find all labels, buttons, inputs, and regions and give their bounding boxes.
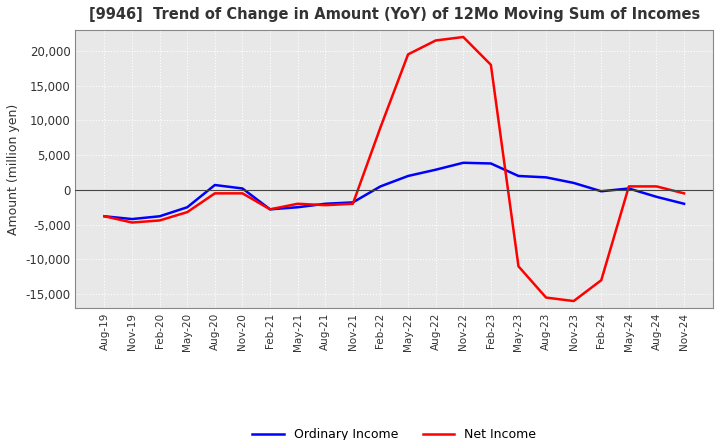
Net Income [680, 191, 688, 196]
Net Income [459, 34, 467, 40]
Net Income [514, 264, 523, 269]
Net Income [431, 38, 440, 43]
Net Income [624, 184, 633, 189]
Ordinary Income [210, 182, 219, 187]
Net Income [376, 125, 384, 130]
Net Income [238, 191, 247, 196]
Ordinary Income [404, 173, 413, 179]
Ordinary Income [293, 205, 302, 210]
Net Income [266, 207, 274, 212]
Line: Net Income: Net Income [104, 37, 684, 301]
Title: [9946]  Trend of Change in Amount (YoY) of 12Mo Moving Sum of Incomes: [9946] Trend of Change in Amount (YoY) o… [89, 7, 700, 22]
Ordinary Income [238, 186, 247, 191]
Net Income [570, 298, 578, 304]
Ordinary Income [487, 161, 495, 166]
Ordinary Income [624, 186, 633, 191]
Ordinary Income [570, 180, 578, 186]
Net Income [127, 220, 136, 225]
Ordinary Income [321, 201, 330, 206]
Ordinary Income [348, 200, 357, 205]
Ordinary Income [127, 216, 136, 222]
Net Income [348, 201, 357, 206]
Y-axis label: Amount (million yen): Amount (million yen) [7, 103, 20, 235]
Ordinary Income [680, 201, 688, 206]
Net Income [321, 202, 330, 208]
Legend: Ordinary Income, Net Income: Ordinary Income, Net Income [248, 423, 541, 440]
Net Income [404, 52, 413, 57]
Ordinary Income [100, 214, 109, 219]
Ordinary Income [376, 184, 384, 189]
Net Income [100, 214, 109, 219]
Ordinary Income [541, 175, 550, 180]
Ordinary Income [459, 160, 467, 165]
Net Income [293, 201, 302, 206]
Net Income [183, 209, 192, 215]
Net Income [210, 191, 219, 196]
Ordinary Income [156, 214, 164, 219]
Ordinary Income [266, 207, 274, 212]
Ordinary Income [514, 173, 523, 179]
Ordinary Income [183, 205, 192, 210]
Net Income [597, 278, 606, 283]
Net Income [541, 295, 550, 300]
Line: Ordinary Income: Ordinary Income [104, 163, 684, 219]
Net Income [652, 184, 661, 189]
Net Income [156, 218, 164, 223]
Ordinary Income [597, 189, 606, 194]
Ordinary Income [652, 194, 661, 199]
Ordinary Income [431, 167, 440, 172]
Net Income [487, 62, 495, 67]
